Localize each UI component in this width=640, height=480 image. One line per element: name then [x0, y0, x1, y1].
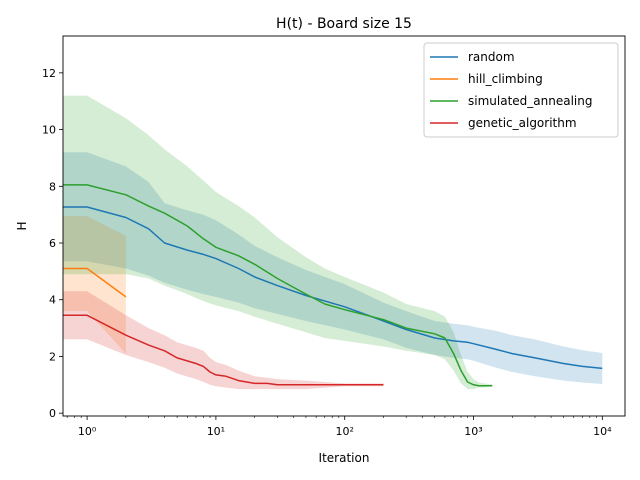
hill_climbing-line: [63, 267, 127, 298]
chart-title: H(t) - Board size 15: [276, 16, 412, 32]
legend-box: [423, 42, 619, 138]
series-lines: [63, 184, 603, 387]
x-tick-label: 10²: [335, 425, 353, 438]
y-tick-label: 12: [42, 67, 56, 80]
random-line: [63, 206, 603, 370]
simulated_annealing-band: [63, 95, 493, 390]
hill_climbing-band: [63, 216, 126, 354]
legend-label-simulated_annealing: simulated_annealing: [468, 94, 592, 108]
genetic_algorithm-band: [63, 291, 384, 390]
x-axis: 10⁰ 10¹ 10² 10³ 10⁴: [66, 416, 612, 438]
legend-label-hill_climbing: hill_climbing: [468, 72, 543, 86]
y-tick-label: 0: [49, 407, 56, 420]
random-band: [63, 152, 603, 384]
y-tick-label: 6: [49, 237, 56, 250]
confidence-bands: [63, 95, 603, 390]
x-tick-label: 10⁰: [78, 425, 97, 438]
x-tick-label: 10⁴: [593, 425, 612, 438]
x-axis-label: Iteration: [319, 451, 370, 465]
x-tick-label: 10¹: [207, 425, 225, 438]
y-axis-label: H: [15, 221, 29, 230]
x-tick-label: 10³: [464, 425, 482, 438]
y-axis: 0 2 4 6 8 10 12: [42, 67, 63, 420]
legend: random hill_climbing simulated_annealingge…: [423, 42, 619, 138]
legend-label-genetic_algorithm: genetic_algorithm: [468, 116, 577, 130]
y-tick-label: 8: [49, 180, 56, 193]
simulated_annealing-line: [63, 184, 493, 387]
legend-label-random: random: [468, 50, 515, 64]
y-tick-label: 2: [49, 350, 56, 363]
y-tick-label: 10: [42, 124, 56, 137]
genetic_algorithm-line: [63, 314, 384, 386]
plot-frame: [62, 35, 626, 417]
y-tick-label: 4: [49, 294, 56, 307]
